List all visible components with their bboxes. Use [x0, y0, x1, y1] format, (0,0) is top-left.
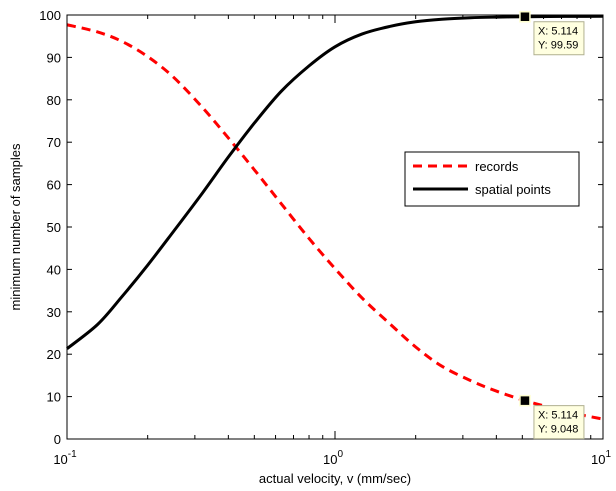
datatip-box — [533, 405, 585, 440]
datatip-marker — [519, 394, 531, 407]
y-tick-label: 100 — [39, 8, 61, 23]
datatip-y-text: Y: 9.048 — [538, 424, 578, 436]
x-tick-label: 100 — [323, 449, 343, 467]
legend-box — [404, 151, 580, 207]
x-axis-label: actual velocity, v (mm/sec) — [259, 471, 411, 486]
datatip-marker — [519, 10, 531, 23]
datatip-x-text: X: 5.114 — [538, 410, 578, 422]
legend-spatial-points-label: spatial points — [475, 182, 551, 197]
y-axis-label: minimum number of samples — [8, 143, 23, 310]
y-tick-label: 70 — [47, 135, 61, 150]
series-layer — [66, 14, 604, 421]
tips-layer: X: 5.114 Y: 99.59 X: 5.114 Y: 9.048 — [519, 10, 585, 440]
y-tick-label: 20 — [47, 347, 61, 362]
y-tick-label: 90 — [47, 50, 61, 65]
series-line-records — [66, 23, 604, 421]
plot-area — [67, 15, 603, 439]
datatip-x-text: X: 5.114 — [538, 26, 578, 38]
y-tick-label: 10 — [47, 390, 61, 405]
y-tick-label: 80 — [47, 93, 61, 108]
datatip-box — [533, 21, 585, 56]
x-tick-label: 10-1 — [53, 449, 77, 467]
datatip-y-text: Y: 99.59 — [538, 40, 578, 52]
ticks-layer: 0 10 20 30 40 50 60 70 80 90 100 10-1 100 101 — [39, 8, 611, 467]
y-tick-label: 60 — [47, 178, 61, 193]
series-line-spatial-points — [66, 14, 604, 350]
legend-records-label: records — [475, 159, 519, 174]
y-tick-label: 0 — [54, 432, 61, 447]
x-tick-label: 101 — [591, 449, 611, 467]
legend: records spatial points — [404, 151, 580, 207]
y-tick-label: 50 — [47, 220, 61, 235]
y-tick-label: 40 — [47, 262, 61, 277]
y-tick-label: 30 — [47, 305, 61, 320]
